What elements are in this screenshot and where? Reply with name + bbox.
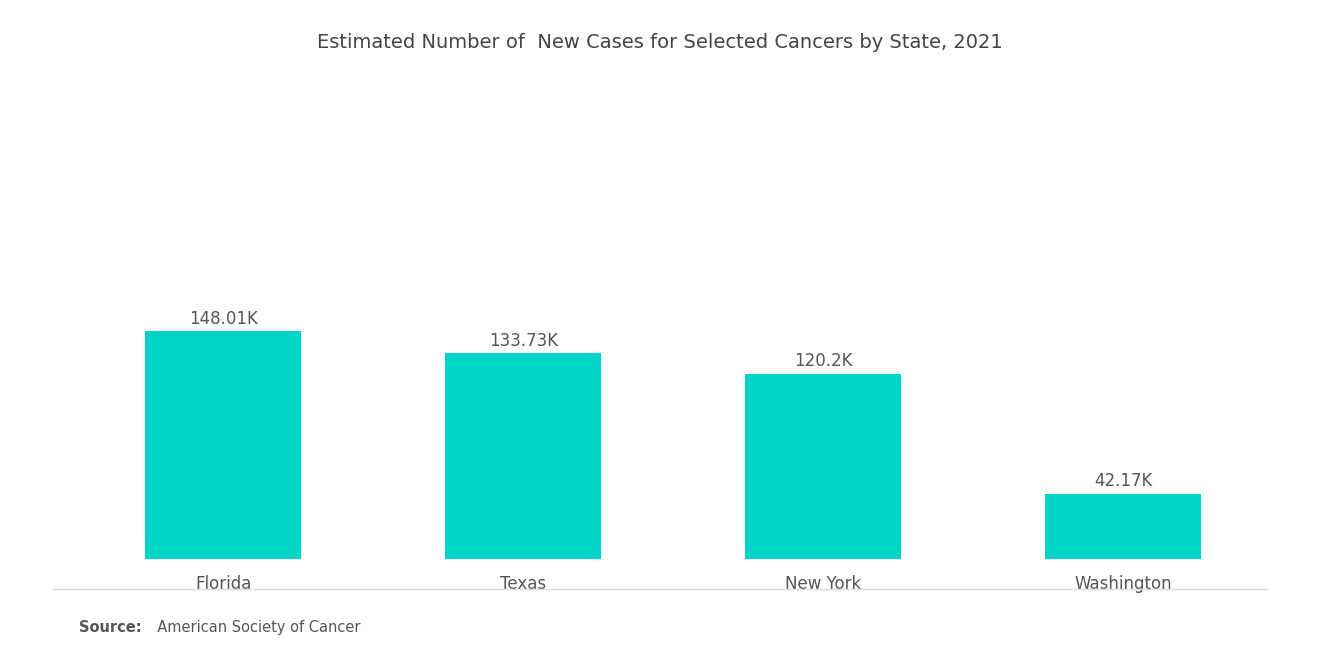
Text: American Society of Cancer: American Society of Cancer	[148, 620, 360, 635]
Bar	[746, 374, 902, 559]
Text: Source:: Source:	[79, 620, 141, 635]
Text: 120.2K: 120.2K	[793, 352, 853, 370]
Text: Estimated Number of  New Cases for Selected Cancers by State, 2021: Estimated Number of New Cases for Select…	[317, 33, 1003, 53]
Bar	[1045, 494, 1201, 559]
Bar	[445, 353, 601, 559]
Text: 42.17K: 42.17K	[1094, 472, 1152, 490]
Text: 133.73K: 133.73K	[488, 332, 558, 350]
Text: 148.01K: 148.01K	[189, 310, 257, 328]
Bar	[145, 331, 301, 559]
